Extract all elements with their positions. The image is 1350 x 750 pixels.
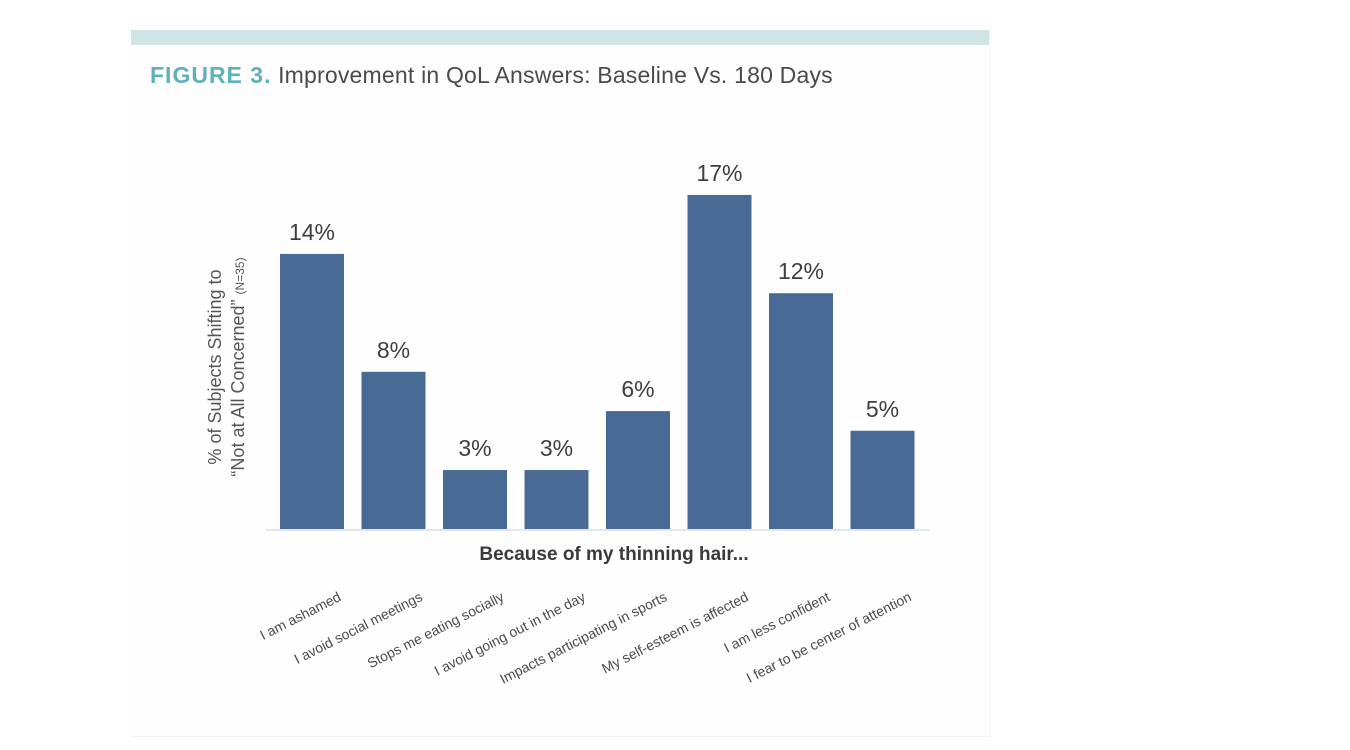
data-label-2: 8%	[377, 337, 410, 363]
data-label-3: 3%	[458, 435, 491, 461]
data-label-4: 3%	[540, 435, 573, 461]
figure-title-text: Improvement in QoL Answers: Baseline Vs.…	[278, 62, 833, 88]
bar-6	[687, 194, 752, 529]
bar-1	[280, 253, 344, 529]
bar-5	[606, 411, 670, 529]
bar-2	[361, 371, 426, 529]
data-label-8: 5%	[866, 396, 899, 422]
data-label-5: 6%	[621, 376, 654, 402]
data-label-6: 17%	[696, 160, 742, 186]
figure-top-band	[131, 30, 989, 45]
category-label-3: Stops me eating socially	[365, 588, 507, 671]
figure-title: FIGURE 3. Improvement in QoL Answers: Ba…	[150, 62, 833, 89]
bar-4	[524, 470, 589, 529]
x-axis-title: Because of my thinning hair...	[479, 544, 749, 565]
data-label-7: 12%	[778, 258, 824, 284]
figure-frame	[131, 30, 990, 737]
data-label-1: 14%	[289, 219, 335, 245]
bar-7	[769, 293, 833, 529]
bar-3	[443, 470, 507, 529]
category-label-6: My self-esteem is affected	[599, 588, 751, 676]
figure-label: FIGURE 3.	[150, 62, 272, 88]
bar-8	[850, 430, 915, 529]
